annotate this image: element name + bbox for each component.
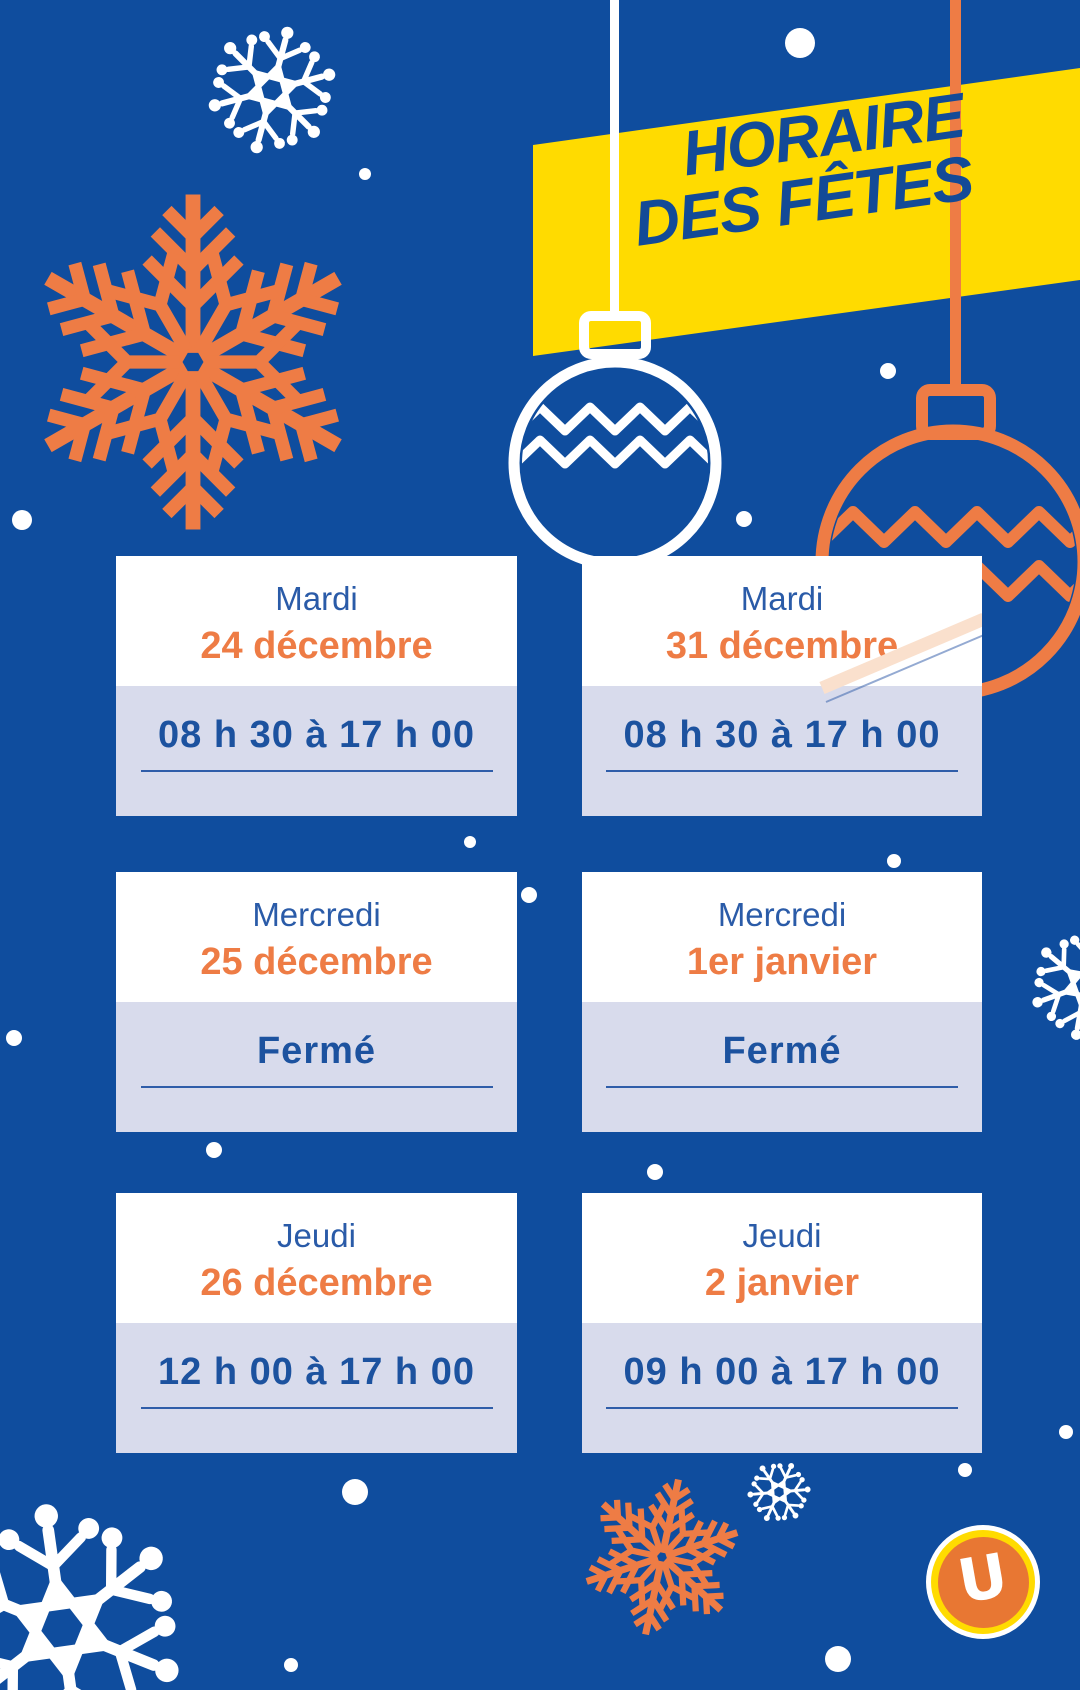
divider-line	[140, 770, 493, 772]
card-hours: 09 h 00 à 17 h 00	[623, 1351, 941, 1393]
logo-yellow-ring: U	[931, 1530, 1035, 1634]
u-brand-logo: U	[926, 1525, 1040, 1639]
schedule-card-dec26: Jeudi 26 décembre 12 h 00 à 17 h 00	[116, 1193, 517, 1453]
ornament-string-white	[610, 0, 619, 320]
schedule-card-jan2: Jeudi 2 janvier 09 h 00 à 17 h 00	[582, 1193, 982, 1453]
divider-line	[140, 1086, 493, 1088]
divider-line	[606, 1407, 958, 1409]
card-date: 1er janvier	[686, 941, 878, 983]
banner-ribbon	[533, 68, 1080, 356]
card-hours: 12 h 00 à 17 h 00	[158, 1351, 475, 1393]
logo-letter: U	[952, 1540, 1013, 1618]
divider-line	[606, 1086, 958, 1088]
card-date: 26 décembre	[200, 1262, 433, 1304]
card-day: Mardi	[275, 580, 358, 617]
snowflake-icon	[1017, 920, 1080, 1050]
snowflake-icon	[735, 1449, 823, 1535]
card-date: 24 décembre	[200, 625, 433, 667]
card-date: 25 décembre	[200, 941, 433, 983]
snowflake-icon	[34, 202, 352, 522]
schedule-card-dec25: Mercredi 25 décembre Fermé	[116, 872, 517, 1132]
divider-line	[606, 770, 958, 772]
logo-orange-disc: U	[937, 1536, 1029, 1628]
snowflake-icon	[188, 9, 357, 171]
schedule-card-dec24: Mardi 24 décembre 08 h 30 à 17 h 00	[116, 556, 517, 816]
divider-line	[140, 1407, 493, 1409]
card-day: Mercredi	[717, 896, 847, 933]
card-date: 2 janvier	[704, 1262, 860, 1304]
schedule-card-jan1: Mercredi 1er janvier Fermé	[582, 872, 982, 1132]
card-hours: Fermé	[256, 1030, 377, 1072]
card-day: Mardi	[740, 580, 824, 617]
card-date: 31 décembre	[665, 625, 899, 667]
card-day: Jeudi	[277, 1217, 356, 1254]
card-day: Jeudi	[742, 1217, 822, 1254]
schedule-card-dec31: Mardi 31 décembre 08 h 30 à 17 h 00	[582, 556, 982, 816]
snowflake-icon	[0, 1486, 212, 1690]
card-hours: 08 h 30 à 17 h 00	[623, 714, 941, 756]
card-hours: Fermé	[722, 1030, 842, 1072]
card-day: Mercredi	[252, 896, 381, 933]
card-hours: 08 h 30 à 17 h 00	[158, 714, 475, 756]
ornament-string-orange	[950, 0, 961, 395]
snowflake-icon	[573, 1467, 752, 1646]
